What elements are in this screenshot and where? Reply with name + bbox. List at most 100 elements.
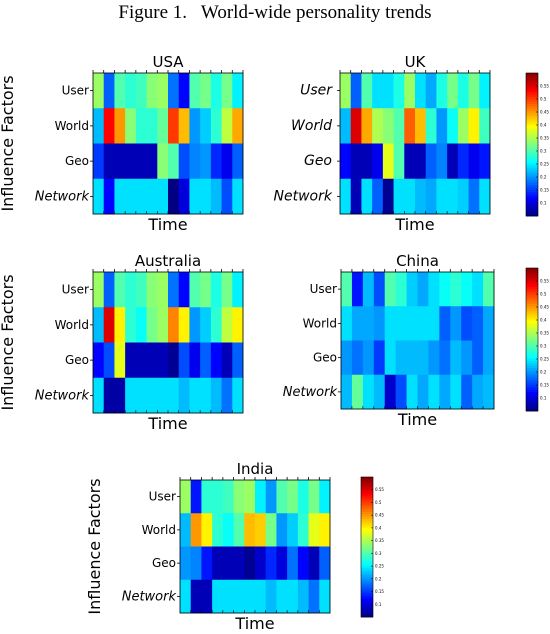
colorbar-segment (526, 182, 538, 186)
heatmap-cell (189, 342, 201, 379)
colorbar-segment (361, 530, 373, 534)
colorbar-segment (526, 108, 538, 112)
colorbar-segment (526, 118, 538, 122)
heatmap-cell (232, 108, 244, 144)
colorbar-segment (526, 137, 538, 141)
colorbar-segment (526, 115, 538, 119)
heatmap-cell (222, 546, 234, 581)
heatmap-cell (395, 306, 407, 341)
heatmap-cell (125, 143, 137, 180)
colorbar-segment (361, 614, 373, 618)
colorbar-segment (361, 612, 373, 616)
colorbar-segment (361, 582, 373, 585)
heatmap-cell (135, 377, 147, 414)
heatmap-cell (212, 579, 224, 614)
heatmap-cell (297, 480, 309, 514)
colorbar-segment (361, 605, 373, 609)
heatmap-cell (297, 579, 309, 614)
colorbar-segment (526, 322, 538, 326)
heatmap-cell (340, 73, 352, 109)
colorbar-segment (361, 491, 373, 494)
colorbar-segment (526, 325, 538, 328)
colorbar-tick-label: 0.55 (540, 84, 549, 89)
heatmap-cell (350, 143, 362, 180)
x-axis-label: Time (147, 414, 187, 433)
heatmap-cell (200, 73, 212, 109)
y-axis-label: Influence Factors (0, 274, 17, 410)
heatmap-cell (146, 143, 158, 180)
colorbar-segment (361, 577, 373, 581)
heatmap-cell (212, 546, 224, 581)
heatmap-cell (233, 480, 245, 514)
heatmap-cell (180, 480, 192, 514)
colorbar-segment (361, 526, 373, 529)
colorbar-segment (361, 579, 373, 583)
heatmap-india: India User World Geo Network Time Influence Fa… (85, 460, 384, 633)
heatmap-cell (479, 143, 491, 180)
heatmap-cell (200, 108, 212, 144)
colorbar-segment (526, 73, 538, 76)
heatmap-cell (373, 272, 386, 307)
heatmap-cell (447, 143, 459, 180)
colorbar-tick-label: 0.3 (540, 344, 547, 349)
colorbar-segment (526, 189, 538, 193)
heatmap-cell (93, 108, 105, 144)
heatmap-cell (428, 340, 440, 376)
heatmap-cell (135, 178, 147, 215)
colorbar-segment (526, 144, 538, 148)
heatmap-cell (189, 143, 201, 180)
colorbar-segment (526, 351, 538, 355)
heatmap-cell (168, 143, 180, 180)
colorbar-segment (526, 380, 538, 383)
heatmap-cell (395, 340, 407, 376)
colorbar-tick-label: 0.5 (540, 97, 547, 102)
heatmap-cell (373, 306, 386, 341)
colorbar-segment (526, 353, 538, 357)
colorbar-segment (526, 123, 538, 126)
colorbar-segment (526, 196, 538, 200)
heatmap-cell (244, 546, 256, 581)
colorbar-segment (526, 77, 538, 81)
heatmap-cell (468, 73, 480, 109)
heatmap-cell (468, 143, 480, 180)
heatmap-cell (168, 178, 180, 215)
heatmap-cell (404, 143, 416, 180)
heatmap-cell (384, 306, 397, 341)
heatmap-cell (382, 143, 394, 180)
heatmap-cell (308, 579, 320, 614)
colorbar-segment (526, 103, 538, 107)
colorbar-segment (526, 163, 538, 167)
colorbar-segment (526, 272, 538, 276)
heatmap-cell (178, 178, 190, 215)
heatmap-cell (103, 73, 115, 109)
heatmap-cell (146, 342, 158, 379)
colorbar-segment (526, 341, 538, 345)
heatmap-cell (221, 342, 233, 379)
heatmap-cell (393, 178, 405, 215)
colorbar-segment (526, 132, 538, 136)
heatmap-cell (178, 143, 190, 180)
colorbar-segment (526, 161, 538, 164)
heatmap-cell (384, 374, 397, 410)
heatmap-cell (372, 143, 384, 180)
heatmap-cell (103, 342, 115, 379)
heatmap-cell (361, 73, 373, 109)
heatmap-cell (287, 579, 299, 614)
heatmap-cell (428, 374, 440, 410)
heatmap-title: UK (405, 53, 427, 71)
colorbar-segment (361, 484, 373, 487)
heatmap-cell (125, 377, 137, 414)
heatmap-cell (146, 272, 158, 308)
heatmap-cell (210, 178, 222, 215)
heatmap-cell (319, 480, 331, 514)
heatmap-cell (372, 178, 384, 215)
colorbar-segment (526, 296, 538, 300)
heatmap-cell (114, 272, 126, 308)
heatmap-cell (222, 579, 234, 614)
heatmap-cell (178, 108, 190, 144)
y-axis-label: Influence Factors (85, 478, 104, 614)
colorbar-segment (526, 180, 538, 184)
colorbar-segment (526, 329, 538, 333)
colorbar-segment (526, 139, 538, 143)
heatmap-cell (341, 340, 353, 376)
